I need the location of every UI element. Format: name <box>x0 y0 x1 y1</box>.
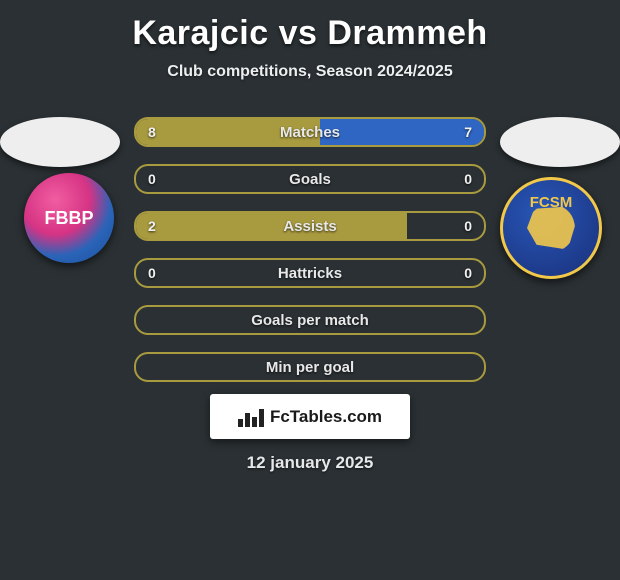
brand-text: FcTables.com <box>270 407 382 427</box>
club-badge-left-text: FBBP <box>45 208 94 229</box>
stat-value-right: 0 <box>464 218 472 234</box>
stat-label: Goals per match <box>251 312 369 329</box>
stat-bar: 8 7 Matches <box>134 117 486 147</box>
club-badge-right: FCSM <box>500 177 602 279</box>
brand-badge: FcTables.com <box>210 394 410 439</box>
stat-value-right: 7 <box>464 124 472 140</box>
infographic-date: 12 january 2025 <box>247 453 374 473</box>
stat-label: Matches <box>280 124 340 141</box>
stat-value-left: 8 <box>148 124 156 140</box>
stat-bar: 2 0 Assists <box>134 211 486 241</box>
stat-label: Assists <box>283 218 336 235</box>
stat-bar: Min per goal <box>134 352 486 382</box>
stat-bar: 0 0 Goals <box>134 164 486 194</box>
page-title: Karajcic vs Drammeh <box>132 14 487 53</box>
bar-chart-icon <box>238 407 264 427</box>
stat-fill-right <box>320 119 484 145</box>
stat-label: Hattricks <box>278 265 342 282</box>
stat-label: Goals <box>289 171 331 188</box>
stat-value-right: 0 <box>464 265 472 281</box>
comparison-content: FBBP FCSM 8 7 Matches 0 0 Goals 2 0 Assists 0 0 Hat… <box>0 81 620 580</box>
stat-bar: Goals per match <box>134 305 486 335</box>
page-subtitle: Club competitions, Season 2024/2025 <box>167 63 452 81</box>
stat-label: Min per goal <box>266 359 354 376</box>
player-avatar-right <box>500 117 620 167</box>
stat-value-left: 2 <box>148 218 156 234</box>
club-badge-right-text: FCSM <box>530 194 573 211</box>
stat-bar: 0 0 Hattricks <box>134 258 486 288</box>
stat-value-left: 0 <box>148 265 156 281</box>
stat-fill-left <box>136 213 407 239</box>
stat-value-left: 0 <box>148 171 156 187</box>
stat-bars: 8 7 Matches 0 0 Goals 2 0 Assists 0 0 Hattricks Goal… <box>134 117 486 382</box>
stat-value-right: 0 <box>464 171 472 187</box>
lion-icon <box>527 204 575 252</box>
club-badge-left: FBBP <box>24 173 114 263</box>
player-avatar-left <box>0 117 120 167</box>
